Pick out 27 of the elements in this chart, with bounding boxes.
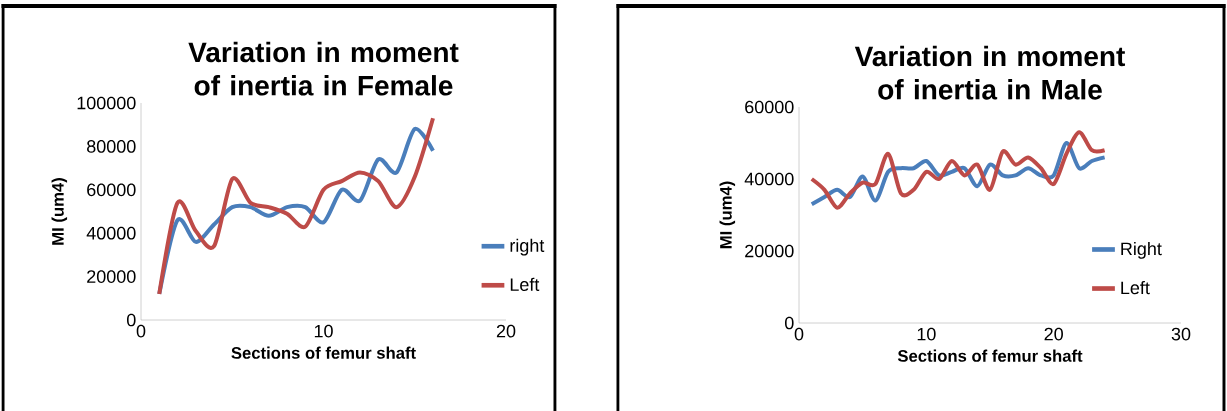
x-tick-label: 20 bbox=[496, 324, 516, 338]
x-axis-title: Sections of femur shaft bbox=[231, 346, 416, 359]
legend-label: right bbox=[510, 238, 545, 256]
y-tick-label: 60000 bbox=[745, 100, 794, 114]
legend-label: Left bbox=[510, 277, 540, 291]
y-tick-label: 60000 bbox=[87, 183, 136, 197]
y-axis-title: MI (um4) bbox=[719, 181, 736, 249]
x-tick-label: 0 bbox=[794, 327, 804, 341]
line-series bbox=[809, 130, 1107, 210]
y-axis-title: MI (um4) bbox=[51, 178, 68, 245]
x-tick-label: 10 bbox=[917, 327, 936, 341]
y-tick-label: 100000 bbox=[77, 96, 136, 110]
chart-title: Variation in moment of inertia in Male bbox=[854, 45, 1126, 100]
x-tick-label: 30 bbox=[1171, 327, 1191, 341]
y-tick-label: 40000 bbox=[86, 226, 136, 240]
chart-title: Variation in moment of inertia in Female bbox=[188, 41, 459, 96]
y-tick-label: 0 bbox=[126, 313, 136, 327]
y-tick-label: 20000 bbox=[87, 270, 136, 283]
x-tick-label: 10 bbox=[314, 324, 333, 338]
legend-label: Left bbox=[1121, 281, 1150, 295]
y-tick-label: 40000 bbox=[744, 172, 794, 186]
y-tick-label: 80000 bbox=[87, 140, 136, 153]
legend-label: Right bbox=[1121, 241, 1162, 259]
y-tick-label: 20000 bbox=[745, 244, 794, 258]
x-axis-title: Sections of femur shaft bbox=[897, 349, 1083, 362]
x-tick-label: 0 bbox=[136, 324, 146, 338]
x-tick-label: 20 bbox=[1044, 327, 1063, 341]
